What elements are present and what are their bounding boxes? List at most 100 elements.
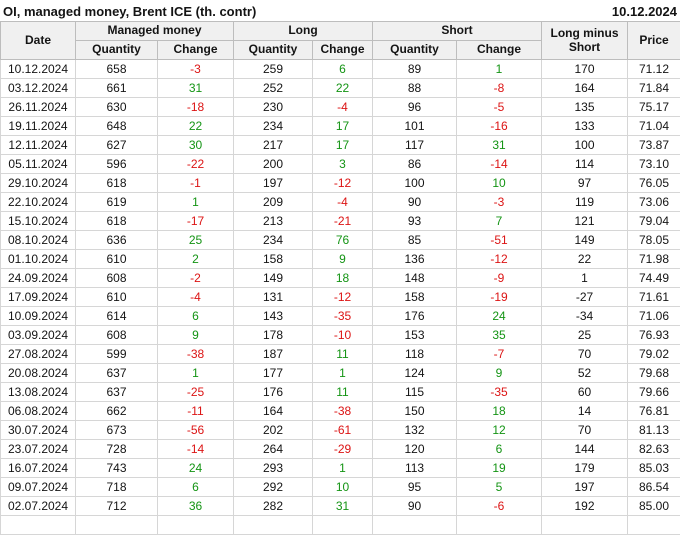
cell-short-quantity: 86	[372, 154, 458, 174]
cell-short-quantity: 120	[372, 439, 458, 459]
cell-short-quantity: 118	[372, 344, 458, 364]
cell-mm-change: 30	[157, 135, 234, 155]
cell-mm-change: 24	[157, 458, 234, 478]
cell-date: 29.10.2024	[0, 173, 76, 193]
cell-long-change: -10	[311, 325, 374, 345]
cell-long-quantity: 164	[233, 401, 313, 421]
cell-mm-change: 2	[157, 249, 234, 269]
table-row: 06.08.2024 662 -11 164 -38 150 18 14 76.81	[0, 401, 680, 421]
cell-long-change: -12	[311, 173, 374, 193]
table-row: 17.09.2024 610 -4 131 -12 158 -19 -27 71.61	[0, 287, 680, 307]
cell-mm-quantity	[75, 515, 158, 535]
cell-price: 74.49	[627, 268, 680, 288]
cell-short-quantity: 113	[372, 458, 458, 478]
cell-date: 10.12.2024	[0, 59, 76, 79]
cell-mm-quantity: 658	[75, 59, 158, 79]
cell-long-change: 6	[311, 59, 374, 79]
table-row: 05.11.2024 596 -22 200 3 86 -14 114 73.10	[0, 154, 680, 174]
table-row: 12.11.2024 627 30 217 17 117 31 100 73.87	[0, 135, 680, 155]
cell-mm-quantity: 608	[75, 325, 158, 345]
column-header-short-change: Change	[456, 40, 543, 60]
cell-date: 30.07.2024	[0, 420, 76, 440]
cell-long-change: -38	[311, 401, 374, 421]
cell-short-quantity: 96	[372, 97, 458, 117]
cell-long-minus-short: 60	[541, 382, 629, 402]
cell-mm-change: -14	[157, 439, 234, 459]
cell-short-change: -35	[456, 382, 543, 402]
cell-mm-change: 25	[157, 230, 234, 250]
cell-long-minus-short: 70	[541, 344, 629, 364]
cell-price: 78.05	[627, 230, 680, 250]
column-header-long-minus-short: Long minus Short	[541, 21, 629, 60]
cell-mm-quantity: 627	[75, 135, 158, 155]
cell-price	[627, 515, 680, 535]
cell-price: 85.00	[627, 496, 680, 516]
cell-short-quantity: 176	[372, 306, 458, 326]
table-body: 10.12.2024 658 -3 259 6 89 1 170 71.12 03.12.2024…	[0, 59, 680, 535]
table-row: 01.10.2024 610 2 158 9 136 -12 22 71.98	[0, 249, 680, 269]
cell-short-quantity: 153	[372, 325, 458, 345]
column-header-price: Price	[627, 21, 680, 60]
cell-mm-change: -3	[157, 59, 234, 79]
cell-long-minus-short: 144	[541, 439, 629, 459]
cell-date: 26.11.2024	[0, 97, 76, 117]
cell-short-change: 35	[456, 325, 543, 345]
cell-mm-change: -18	[157, 97, 234, 117]
cell-price: 85.03	[627, 458, 680, 478]
cell-long-quantity: 131	[233, 287, 313, 307]
cell-long-minus-short: 70	[541, 420, 629, 440]
table-row: 09.07.2024 718 6 292 10 95 5 197 86.54	[0, 477, 680, 497]
cell-long-minus-short: 1	[541, 268, 629, 288]
cell-long-quantity: 209	[233, 192, 313, 212]
cell-price: 75.17	[627, 97, 680, 117]
cell-price: 71.04	[627, 116, 680, 136]
cell-short-change: -16	[456, 116, 543, 136]
cell-mm-quantity: 618	[75, 173, 158, 193]
cell-date: 02.07.2024	[0, 496, 76, 516]
cell-long-minus-short: 100	[541, 135, 629, 155]
cell-short-change: -3	[456, 192, 543, 212]
cell-price: 81.13	[627, 420, 680, 440]
cell-short-change: 9	[456, 363, 543, 383]
cell-long-change: 17	[311, 116, 374, 136]
cell-long-quantity: 178	[233, 325, 313, 345]
table-row: 20.08.2024 637 1 177 1 124 9 52 79.68	[0, 363, 680, 383]
table-header: Date Managed money Long Short Long minus…	[0, 21, 680, 60]
cell-mm-change: -25	[157, 382, 234, 402]
cell-mm-quantity: 637	[75, 382, 158, 402]
cell-mm-change: -2	[157, 268, 234, 288]
cell-mm-quantity: 599	[75, 344, 158, 364]
cell-short-change: -51	[456, 230, 543, 250]
cell-mm-change: -17	[157, 211, 234, 231]
cell-long-minus-short: -27	[541, 287, 629, 307]
cell-mm-change: 36	[157, 496, 234, 516]
cell-long-change: 76	[311, 230, 374, 250]
cell-mm-quantity: 610	[75, 287, 158, 307]
cell-long-minus-short: 119	[541, 192, 629, 212]
cell-long-quantity: 143	[233, 306, 313, 326]
cell-short-change: 10	[456, 173, 543, 193]
table-row: 27.08.2024 599 -38 187 11 118 -7 70 79.02	[0, 344, 680, 364]
cell-short-change: -12	[456, 249, 543, 269]
cell-long-change: 31	[311, 496, 374, 516]
cell-short-change: 18	[456, 401, 543, 421]
cell-date: 10.09.2024	[0, 306, 76, 326]
cell-long-change: 9	[311, 249, 374, 269]
cell-long-change: -21	[311, 211, 374, 231]
cell-price: 79.68	[627, 363, 680, 383]
cell-long-quantity: 158	[233, 249, 313, 269]
table-row: 22.10.2024 619 1 209 -4 90 -3 119 73.06	[0, 192, 680, 212]
cell-short-quantity: 95	[372, 477, 458, 497]
cell-long-change: -35	[311, 306, 374, 326]
table-row: 03.09.2024 608 9 178 -10 153 35 25 76.93	[0, 325, 680, 345]
cell-price: 73.87	[627, 135, 680, 155]
table-row: 19.11.2024 648 22 234 17 101 -16 133 71.04	[0, 116, 680, 136]
cell-long-change: 11	[311, 382, 374, 402]
page-title: OI, managed money, Brent ICE (th. contr)	[3, 3, 257, 19]
table-row: 24.09.2024 608 -2 149 18 148 -9 1 74.49	[0, 268, 680, 288]
cell-mm-change: -56	[157, 420, 234, 440]
cell-long-quantity: 177	[233, 363, 313, 383]
cell-mm-change: 22	[157, 116, 234, 136]
cell-mm-quantity: 743	[75, 458, 158, 478]
cell-date: 15.10.2024	[0, 211, 76, 231]
